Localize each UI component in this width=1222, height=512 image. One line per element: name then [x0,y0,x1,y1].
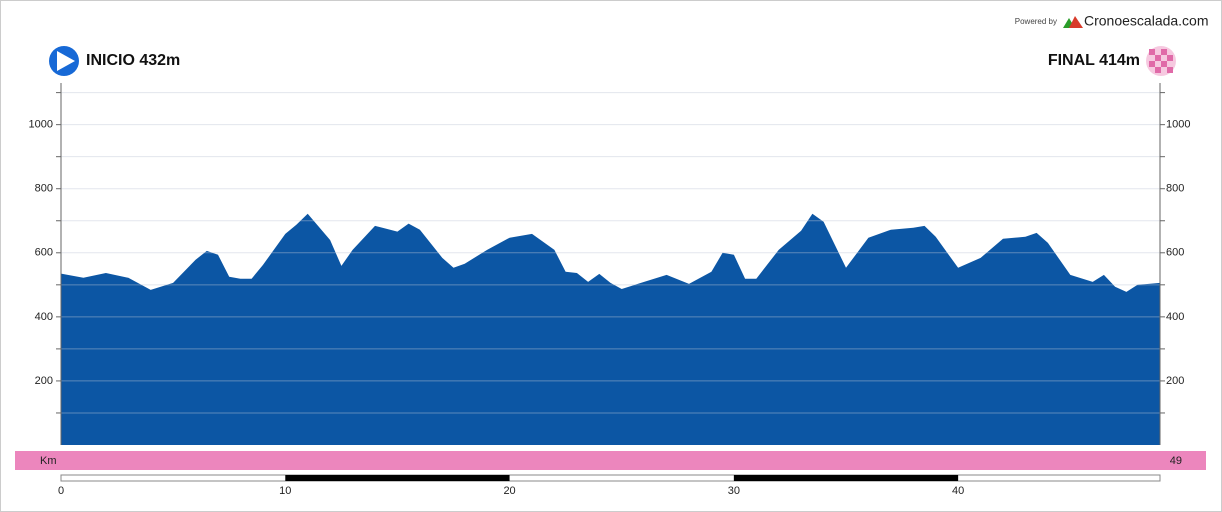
x-tick-label: 30 [728,485,740,497]
y2-tick-label: 600 [1166,247,1184,259]
end-label: FINAL 414m [1048,52,1140,69]
x-tick-label: 10 [279,485,291,497]
x-tick-label: 20 [503,485,515,497]
scale-segment [285,475,510,481]
brand-logo [1063,16,1083,28]
y-tick-label: 400 [35,311,53,323]
x-tick-label: 0 [58,485,64,497]
elevation-area [61,213,1160,445]
y2-tick-label: 800 [1166,183,1184,195]
brand: Cronoescalada.com [1084,13,1209,29]
start-icon [49,46,79,76]
start-label: INICIO 432m [86,52,180,69]
y-tick-label: 200 [35,375,53,387]
y2-tick-label: 200 [1166,375,1184,387]
x-end-label: 49 [1170,455,1182,467]
scale-bar [60,474,1161,482]
km-band [15,451,1206,470]
y-tick-label: 1000 [29,119,53,131]
x-axis-label: Km [40,455,57,467]
scale-segment [733,475,959,481]
finish-icon [1146,46,1176,76]
y2-tick-label: 1000 [1166,119,1190,131]
y2-tick-label: 400 [1166,311,1184,323]
y-tick-label: 600 [35,247,53,259]
x-tick-label: 40 [952,485,964,497]
y-tick-label: 800 [35,183,53,195]
powered-by: Powered by [1015,17,1057,26]
